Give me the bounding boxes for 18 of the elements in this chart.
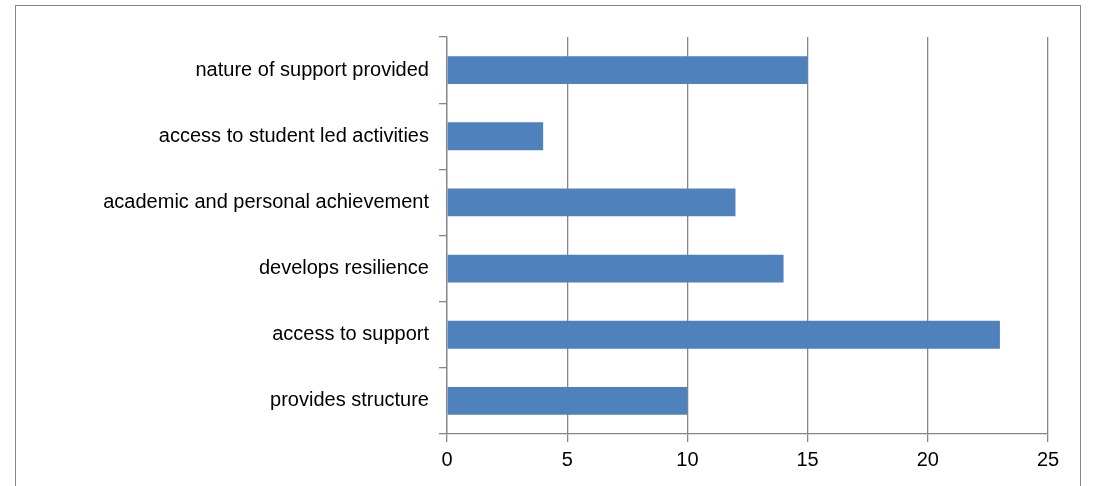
- y-tick-label: access to support: [272, 322, 430, 345]
- bar: [447, 254, 784, 283]
- x-tick-label: 25: [1036, 447, 1060, 470]
- x-tick-label: 20: [916, 447, 939, 470]
- bar: [447, 56, 808, 84]
- y-tick-label: develops resilience: [258, 256, 429, 279]
- bar: [447, 188, 736, 217]
- y-tick-label: nature of support provided: [195, 57, 429, 80]
- bar: [447, 387, 688, 415]
- y-tick-label: provides structure: [270, 388, 429, 411]
- bar: [447, 320, 1000, 349]
- x-tick-label: 0: [441, 447, 453, 470]
- y-tick-label: academic and personal achievement: [103, 189, 430, 212]
- y-tick-label: access to student led activities: [158, 123, 429, 146]
- x-tick-label: 15: [796, 447, 819, 470]
- x-tick-label: 5: [561, 447, 573, 470]
- x-tick-label: 10: [676, 447, 699, 470]
- bar: [447, 122, 544, 151]
